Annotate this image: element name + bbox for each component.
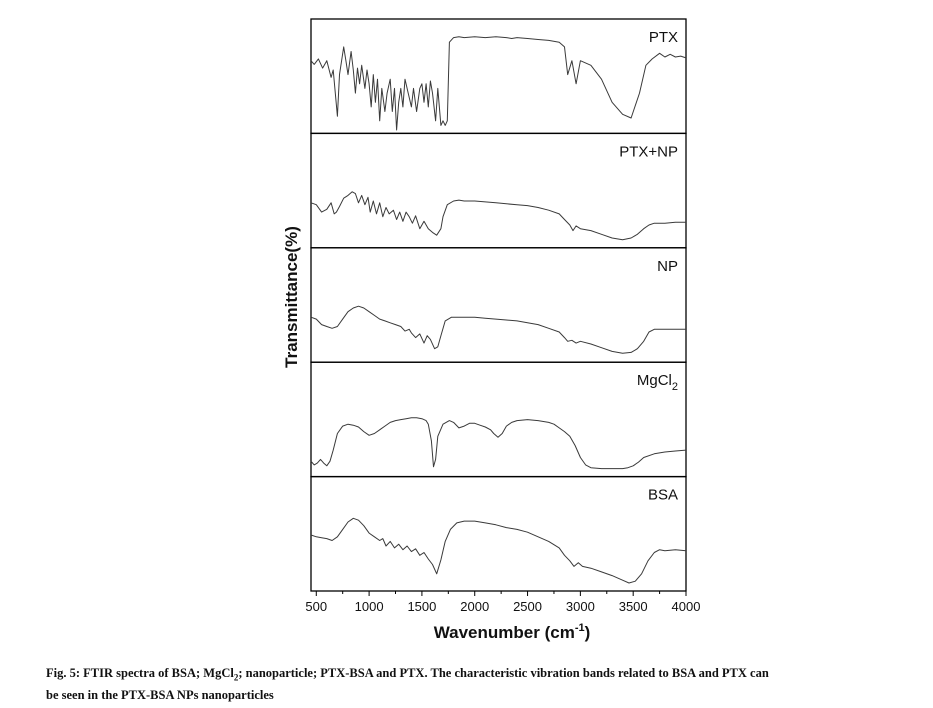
panel-np: NP: [310, 247, 687, 363]
x-tick-label-2500: 2500: [513, 599, 542, 614]
chart-panels: PTX PTX+NP NP MgCl2 BSA: [310, 18, 687, 592]
series-line-ptx: [310, 36, 687, 131]
figure-caption: Fig. 5: FTIR spectra of BSA; MgCl2; nano…: [46, 665, 916, 704]
x-tick-label-1000: 1000: [355, 599, 384, 614]
y-axis-label: Transmittance(%): [282, 226, 301, 368]
x-tick-label-3000: 3000: [566, 599, 595, 614]
x-tick-label-500: 500: [305, 599, 327, 614]
panel-frame: [310, 361, 687, 478]
series-label-main: PTX+NP: [619, 143, 678, 160]
series-line-bsa: [310, 517, 687, 584]
caption-line2: be seen in the PTX-BSA NPs nanoparticles: [46, 687, 274, 702]
series-label-mgcl2: MgCl2: [637, 372, 678, 393]
panel-frame: [310, 18, 687, 135]
series-line-np: [310, 305, 686, 354]
panel-mgcl2: MgCl2: [310, 361, 687, 478]
series-line-ptx-np: [310, 191, 686, 241]
x-tick-label-1500: 1500: [407, 599, 436, 614]
panel-ptx-np: PTX+NP: [310, 132, 687, 249]
x-tick-label-3500: 3500: [619, 599, 648, 614]
x-tick-label-4000: 4000: [672, 599, 701, 614]
series-label-main: MgCl: [637, 372, 672, 389]
series-label-main: BSA: [648, 487, 678, 504]
x-axis-label-main: Wavenumber (cm: [434, 623, 575, 642]
caption-line1: Fig. 5: FTIR spectra of BSA; MgCl: [46, 666, 234, 680]
x-axis: 500 1000 1500 2000 2500 3000 3500 4000: [305, 591, 700, 614]
series-line-mgcl2: [310, 417, 687, 470]
series-label-ptx: PTX: [649, 29, 678, 46]
series-label-main: PTX: [649, 29, 678, 46]
series-label-ptx-np: PTX+NP: [619, 143, 678, 160]
x-axis-label-end: ): [585, 623, 591, 642]
panel-frame: [310, 475, 687, 592]
series-label-main: NP: [657, 258, 678, 275]
ftir-chart: PTX PTX+NP NP MgCl2 BSA 500 1000 1500 2000 2500 3…: [282, 18, 700, 642]
series-label-bsa: BSA: [648, 487, 678, 504]
x-tick-label-2000: 2000: [460, 599, 489, 614]
series-label-sub: 2: [672, 381, 678, 393]
caption-line1-end: ; nanoparticle; PTX-BSA and PTX. The cha…: [238, 666, 769, 680]
x-axis-label: Wavenumber (cm-1): [434, 622, 591, 642]
series-label-np: NP: [657, 258, 678, 275]
x-axis-label-sup: -1: [575, 622, 585, 634]
panel-frame: [310, 247, 687, 363]
panel-bsa: BSA: [310, 475, 687, 592]
panel-ptx: PTX: [310, 18, 687, 135]
caption-line1-sub: 2: [233, 672, 239, 683]
